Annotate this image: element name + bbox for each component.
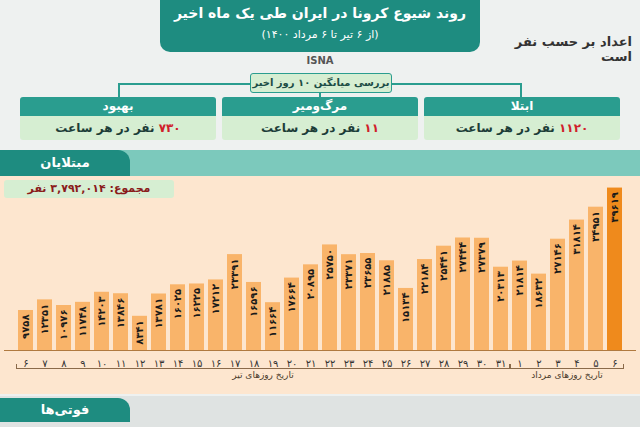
svg-text:۳۱: ۳۱ <box>496 358 507 369</box>
svg-text:۱۷۲۱۲: ۱۷۲۱۲ <box>210 284 221 315</box>
html-text:فوتی‌ها: فوتی‌ها <box>40 402 90 417</box>
svg-text:۱۳۸۴۶: ۱۳۸۴۶ <box>115 298 126 329</box>
svg-text:۲۷: ۲۷ <box>420 358 431 369</box>
svg-text:۲۵۷۵۰: ۲۵۷۵۰ <box>324 249 335 280</box>
svg-text:۲۰۸۹۵: ۲۰۸۹۵ <box>305 269 316 300</box>
svg-text:۲۶: ۲۶ <box>401 358 412 369</box>
svg-text:۷: ۷ <box>42 358 48 369</box>
html-text:مرگ‌ومیر: مرگ‌ومیر <box>292 99 348 113</box>
html-text:روند شیوع کرونا در ایران طی یک: روند شیوع کرونا در ایران طی یک ماه اخیر <box>173 5 467 21</box>
svg-text:۱۲: ۱۲ <box>135 358 146 369</box>
svg-text:۱۶۰۲۵: ۱۶۰۲۵ <box>172 289 183 320</box>
html-text:بهبود: بهبود <box>102 99 134 113</box>
svg-text:۱۱: ۱۱ <box>116 358 127 369</box>
svg-text:۱۰۹۷۶: ۱۰۹۷۶ <box>58 309 69 340</box>
svg-text:۳۰: ۳۰ <box>477 358 488 369</box>
svg-text:۲۳۳۷۱: ۲۳۳۷۱ <box>343 259 354 290</box>
svg-text:۱۱۷۴۸: ۱۱۷۴۸ <box>77 306 88 337</box>
svg-text:۲۸: ۲۸ <box>439 358 450 369</box>
html-text:مجموع: ۳,۷۹۲,۰۱۴ نفر: مجموع: ۳,۷۹۲,۰۱۴ نفر <box>27 182 151 195</box>
svg-text:۱۱۶۶۴: ۱۱۶۶۴ <box>267 307 278 338</box>
svg-text:۲۰۳۱۳: ۲۰۳۱۳ <box>495 271 506 302</box>
svg-text:۸: ۸ <box>61 358 67 369</box>
svg-text:۱۰: ۱۰ <box>97 358 108 369</box>
svg-text:۲۳۶۵۵: ۲۳۶۵۵ <box>362 258 373 289</box>
html-text:نفر در هر ساعت: نفر در هر ساعت <box>55 121 159 135</box>
svg-text:۴: ۴ <box>574 358 579 369</box>
svg-text:۱۷۶۶۴: ۱۷۶۶۴ <box>286 282 297 313</box>
html-text:۷۳۰: ۷۳۰ <box>158 121 181 135</box>
html-text:نفر در هر ساعت: نفر در هر ساعت <box>455 121 559 135</box>
html-text:۱۱: ۱۱ <box>364 121 379 135</box>
svg-text:۱: ۱ <box>517 358 522 369</box>
html-text:تاریخ روزهای مرداد: تاریخ روزهای مرداد <box>531 370 603 380</box>
html-text:تاریخ روزهای تیر: تاریخ روزهای تیر <box>232 370 294 380</box>
svg-text:۱۶۲۲۵: ۱۶۲۲۵ <box>191 288 202 319</box>
svg-text:۱۴: ۱۴ <box>173 358 184 369</box>
svg-text:۳۱۸۱۴: ۳۱۸۱۴ <box>571 224 582 255</box>
svg-text:۲۲۱۸۴: ۲۲۱۸۴ <box>419 264 430 295</box>
svg-text:۱۹: ۱۹ <box>268 358 279 369</box>
html-text:(از ۶ تیر تا ۶ مرداد ۱۴۰۰): (از ۶ تیر تا ۶ مرداد ۱۴۰۰) <box>261 28 379 41</box>
svg-text:۳: ۳ <box>555 358 561 369</box>
html-text:بررسی میانگین ۱۰ روز اخیر: بررسی میانگین ۱۰ روز اخیر <box>252 77 390 88</box>
svg-text:۱۳: ۱۳ <box>154 358 165 369</box>
svg-text:۲۱۸۱۴: ۲۱۸۱۴ <box>514 265 525 296</box>
svg-text:۱۲۳۵۱: ۱۲۳۵۱ <box>39 304 50 335</box>
html-text:اعداد بر حسب نفر است: اعداد بر حسب نفر است <box>514 34 632 64</box>
svg-text:۶: ۶ <box>23 358 28 369</box>
svg-text:۳۹۶۱۹: ۳۹۶۱۹ <box>609 192 620 223</box>
svg-text:۶: ۶ <box>612 358 617 369</box>
svg-text:۲۱۸۸۵: ۲۱۸۸۵ <box>381 265 392 296</box>
svg-text:۱۵۱۳۴: ۱۵۱۳۴ <box>400 292 411 323</box>
svg-text:۲۷۱۴۶: ۲۷۱۴۶ <box>552 243 563 274</box>
svg-text:۱۶۵۹۶: ۱۶۵۹۶ <box>248 286 259 317</box>
svg-text:۳۴۹۵۱: ۳۴۹۵۱ <box>590 211 601 242</box>
svg-text:۱۸۶۳۲: ۱۸۶۳۲ <box>533 278 544 309</box>
svg-text:۱۴۲۰۳: ۱۴۲۰۳ <box>96 296 107 327</box>
svg-text:۲۵: ۲۵ <box>382 358 393 369</box>
svg-text:۱۶: ۱۶ <box>211 358 222 369</box>
svg-text:۱۳۷۸۱: ۱۳۷۸۱ <box>153 298 164 329</box>
svg-text:۲۵۴۴۱: ۲۵۴۴۱ <box>438 250 449 281</box>
svg-text:۲۳۳۹۱: ۲۳۳۹۱ <box>229 259 240 290</box>
svg-text:۲۷۴۴۴: ۲۷۴۴۴ <box>457 242 468 273</box>
svg-text:۹: ۹ <box>80 358 85 369</box>
svg-text:۲: ۲ <box>536 358 541 369</box>
svg-text:۹۷۵۸: ۹۷۵۸ <box>20 314 31 338</box>
html-text:نفر در هر ساعت: نفر در هر ساعت <box>261 121 365 135</box>
svg-text:۲۹: ۲۹ <box>458 358 469 369</box>
svg-text:۲۴: ۲۴ <box>363 358 374 369</box>
svg-text:۸۳۴۱: ۸۳۴۱ <box>134 320 145 344</box>
svg-text:۱۷: ۱۷ <box>230 358 241 369</box>
html-text:ISNA: ISNA <box>306 55 334 66</box>
svg-text:۲۳: ۲۳ <box>344 358 355 369</box>
svg-text:۲۱: ۲۱ <box>306 358 317 369</box>
svg-text:۱۵: ۱۵ <box>192 358 203 369</box>
svg-text:۲۰: ۲۰ <box>287 358 298 369</box>
svg-text:۵: ۵ <box>593 358 598 369</box>
svg-text:۱۸: ۱۸ <box>249 358 260 369</box>
html-text:ابتلا: ابتلا <box>510 99 534 113</box>
html-text:مبتلایان: مبتلایان <box>40 155 90 170</box>
svg-text:۲۷۳۷۹: ۲۷۳۷۹ <box>476 242 487 273</box>
svg-text:۲۲: ۲۲ <box>325 358 336 369</box>
html-text:۱۱۲۰: ۱۱۲۰ <box>559 121 589 135</box>
